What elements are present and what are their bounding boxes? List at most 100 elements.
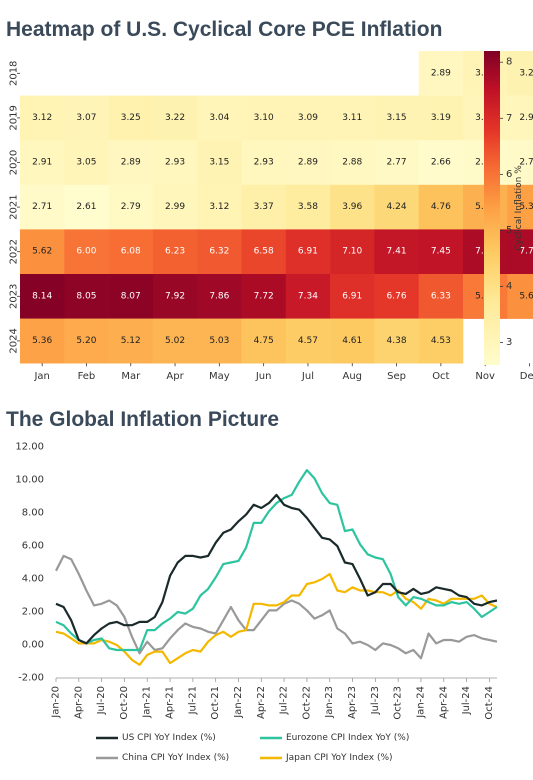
cell-value-label: 7.73 [519,247,533,257]
cell-value-label: 2.77 [387,158,407,168]
legend-label: China CPI YoY Index (%) [122,753,229,763]
heatmap-cell [64,184,109,230]
colorbar-tick-label: 6 [506,169,512,180]
cell-value-label: 8.14 [32,291,52,301]
heatmap-cell [197,184,242,230]
cell-value-label: 4.53 [431,336,451,346]
legend-label: US CPI YoY Index (%) [122,733,216,743]
cell-value-label: 6.91 [342,291,362,301]
line-chart-title: The Global Inflation Picture [6,408,280,431]
x-tick-label: Jul-22 [279,686,290,715]
series-line [55,469,498,652]
row-label: 2018 [9,61,20,86]
column-label: May [209,371,230,382]
colorbar-tick-label: 7 [506,113,512,124]
heatmap-cell [108,274,154,319]
heatmap-cell [374,140,419,186]
column-label: Dec [520,371,533,382]
heatmap-cell [152,184,198,230]
heatmap-cell [507,229,533,275]
cell-value-label: 6.76 [387,291,407,301]
heatmap-cell [197,274,242,319]
x-tick-label: Jan-21 [142,686,153,719]
heatmap-cell [330,229,375,275]
cell-value-label: 2.91 [32,158,52,168]
cell-value-label: 2.93 [254,158,274,168]
heatmap-cell [330,318,375,364]
row-label: 2024 [9,328,20,353]
colorbar-tick-label: 5 [506,225,512,236]
cell-value-label: 3.25 [121,113,141,123]
cell-value-label: 6.58 [254,247,274,257]
heatmap-cell [285,140,331,186]
cell-value-label: 2.61 [76,202,96,212]
cell-value-label: 7.72 [254,291,274,301]
heatmap-cell [285,184,331,230]
heatmap-cell [108,184,154,230]
x-tick-label: Jan-24 [415,686,426,719]
cell-value-label: 2.71 [32,202,52,212]
x-tick-label: Jan-20 [51,686,62,719]
cell-value-label: 6.33 [431,291,451,301]
cell-value-label: 4.57 [298,336,318,346]
heatmap-cell [418,140,464,186]
heatmap-cell [20,229,65,275]
cell-value-label: 5.03 [209,336,229,346]
heatmap-cell [241,140,287,186]
heatmap-cell [152,95,198,141]
heatmap-cell [374,318,419,364]
cell-value-label: 2.71 [519,158,533,168]
column-label: Feb [78,371,96,382]
x-tick-label: Oct-20 [119,686,130,720]
x-tick-label: Jul-24 [461,686,472,715]
heatmap-cell [418,51,464,96]
column-label: Sep [387,371,406,382]
legend-label: Eurozone CPI Index YoY (%) [286,733,409,743]
heatmap-cell [418,274,464,319]
cell-value-label: 5.02 [165,336,185,346]
cell-value-label: 5.12 [121,336,141,346]
series-line [55,554,498,660]
cell-value-label: 5.62 [32,247,52,257]
cell-value-label: 7.45 [431,247,451,257]
heatmap-cell [197,140,242,186]
heatmap-cell [418,95,464,141]
x-tick-label: Jul-20 [96,686,107,715]
colorbar-tick-label: 8 [506,57,512,68]
y-tick-label: 6.00 [22,541,44,552]
heatmap-cell [64,274,109,319]
y-tick-label: 2.00 [22,607,44,618]
legend-label: Japan CPI YoY Index (%) [285,753,393,763]
heatmap-cell [241,95,287,141]
heatmap-cell [507,274,533,319]
cell-value-label: 2.89 [298,158,318,168]
heatmap-cell [152,229,198,275]
cell-value-label: 6.23 [165,247,185,257]
heatmap-cell [20,95,65,141]
cell-value-label: 8.05 [76,291,96,301]
row-label: 2022 [9,239,20,264]
heatmap-cell [197,229,242,275]
cell-value-label: 4.76 [431,202,451,212]
x-tick-label: Apr-24 [438,686,449,719]
series-line [55,572,498,666]
heatmap-cell [285,318,331,364]
series-line [55,493,498,645]
x-tick-label: Jan-22 [233,686,244,719]
cell-value-label: 3.12 [32,113,52,123]
cell-value-label: 3.12 [209,202,229,212]
cell-value-label: 4.38 [387,336,407,346]
heatmap-cell [285,274,331,319]
heatmap-cell [285,229,331,275]
y-tick-label: 0.00 [22,640,44,651]
heatmap-cell [507,95,533,141]
heatmap-cell [374,184,419,230]
heatmap-cell [330,95,375,141]
cell-value-label: 3.07 [76,113,96,123]
x-tick-label: Jul-23 [370,686,381,715]
x-tick-label: Oct-22 [301,686,312,720]
heatmap-cell [241,274,287,319]
cell-value-label: 7.34 [298,291,318,301]
cell-value-label: 7.41 [387,247,407,257]
heatmap-cell [374,95,419,141]
